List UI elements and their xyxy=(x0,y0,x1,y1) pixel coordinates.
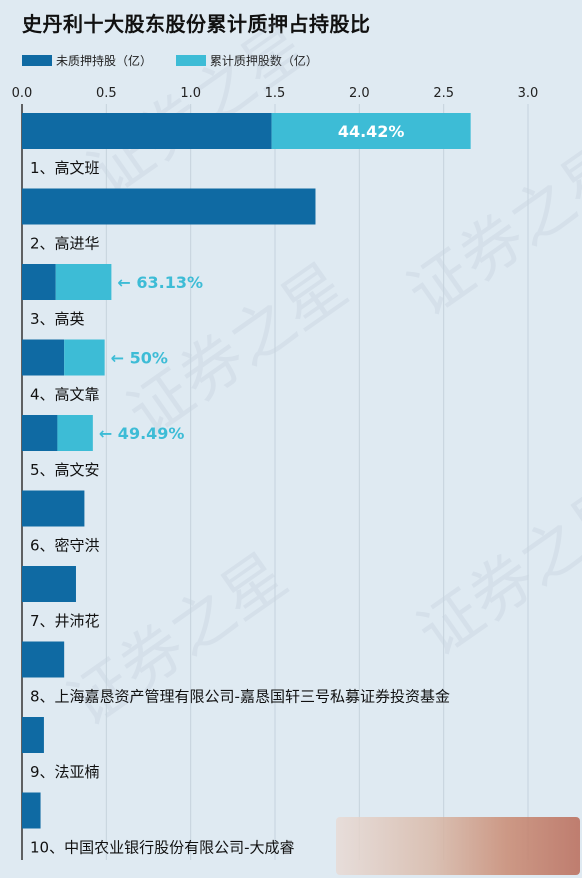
category-label: 5、高文安 xyxy=(30,461,100,479)
x-tick-label: 1.0 xyxy=(180,86,201,101)
category-label: 8、上海嘉恳资产管理有限公司-嘉恳国轩三号私募证券投资基金 xyxy=(30,688,450,706)
category-label: 3、高英 xyxy=(30,310,85,328)
category-label: 10、中国农业银行股份有限公司-大成睿 xyxy=(30,839,295,857)
category-label: 6、密守洪 xyxy=(30,537,100,555)
legend-swatch-pledged xyxy=(175,55,206,66)
legend-label-pledged: 累计质押股数（亿） xyxy=(209,54,318,68)
legend-item-pledged: 累计质押股数（亿） xyxy=(175,52,318,69)
bar-unpledged xyxy=(22,188,316,225)
bar-unpledged xyxy=(22,264,56,300)
legend-swatch-unpledged xyxy=(22,55,52,66)
data-label: 44.42% xyxy=(338,122,405,141)
category-label: 4、高文靠 xyxy=(30,386,100,404)
legend-label-unpledged: 未质押持股（亿） xyxy=(56,54,153,68)
x-tick-label: 3.0 xyxy=(518,86,539,101)
x-tick-label: 2.0 xyxy=(349,86,370,101)
bar-unpledged xyxy=(22,717,44,753)
category-label: 2、高进华 xyxy=(30,235,100,253)
category-label: 7、井沛花 xyxy=(30,612,100,630)
bar-unpledged xyxy=(22,641,65,678)
bar-pledged xyxy=(55,264,112,300)
bar-unpledged xyxy=(22,339,65,376)
logo-image xyxy=(336,817,580,875)
legend-item-unpledged: 未质押持股（亿） xyxy=(22,52,152,69)
chart-title: 史丹利十大股东股份累计质押占持股比 xyxy=(22,12,371,36)
bar-unpledged xyxy=(22,792,41,829)
bar-unpledged xyxy=(22,490,85,527)
category-label: 9、法亚楠 xyxy=(30,763,100,781)
category-label: 1、高文班 xyxy=(30,159,100,177)
x-tick-label: 1.5 xyxy=(265,86,286,101)
x-tick-label: 2.5 xyxy=(433,86,454,101)
x-tick-label: 0.5 xyxy=(96,86,117,101)
data-label: ← 63.13% xyxy=(117,273,203,292)
x-tick-label: 0.0 xyxy=(12,86,33,101)
data-label: ← 50% xyxy=(111,349,168,368)
data-label: ← 49.49% xyxy=(99,424,185,443)
bar-pledged xyxy=(57,415,93,451)
bar-unpledged xyxy=(22,566,76,602)
bar-pledged xyxy=(271,113,471,149)
bar-unpledged xyxy=(22,113,272,149)
legend: 未质押持股（亿） 累计质押股数（亿） xyxy=(22,52,338,69)
bar-unpledged xyxy=(22,415,58,451)
bar-pledged xyxy=(64,339,105,376)
